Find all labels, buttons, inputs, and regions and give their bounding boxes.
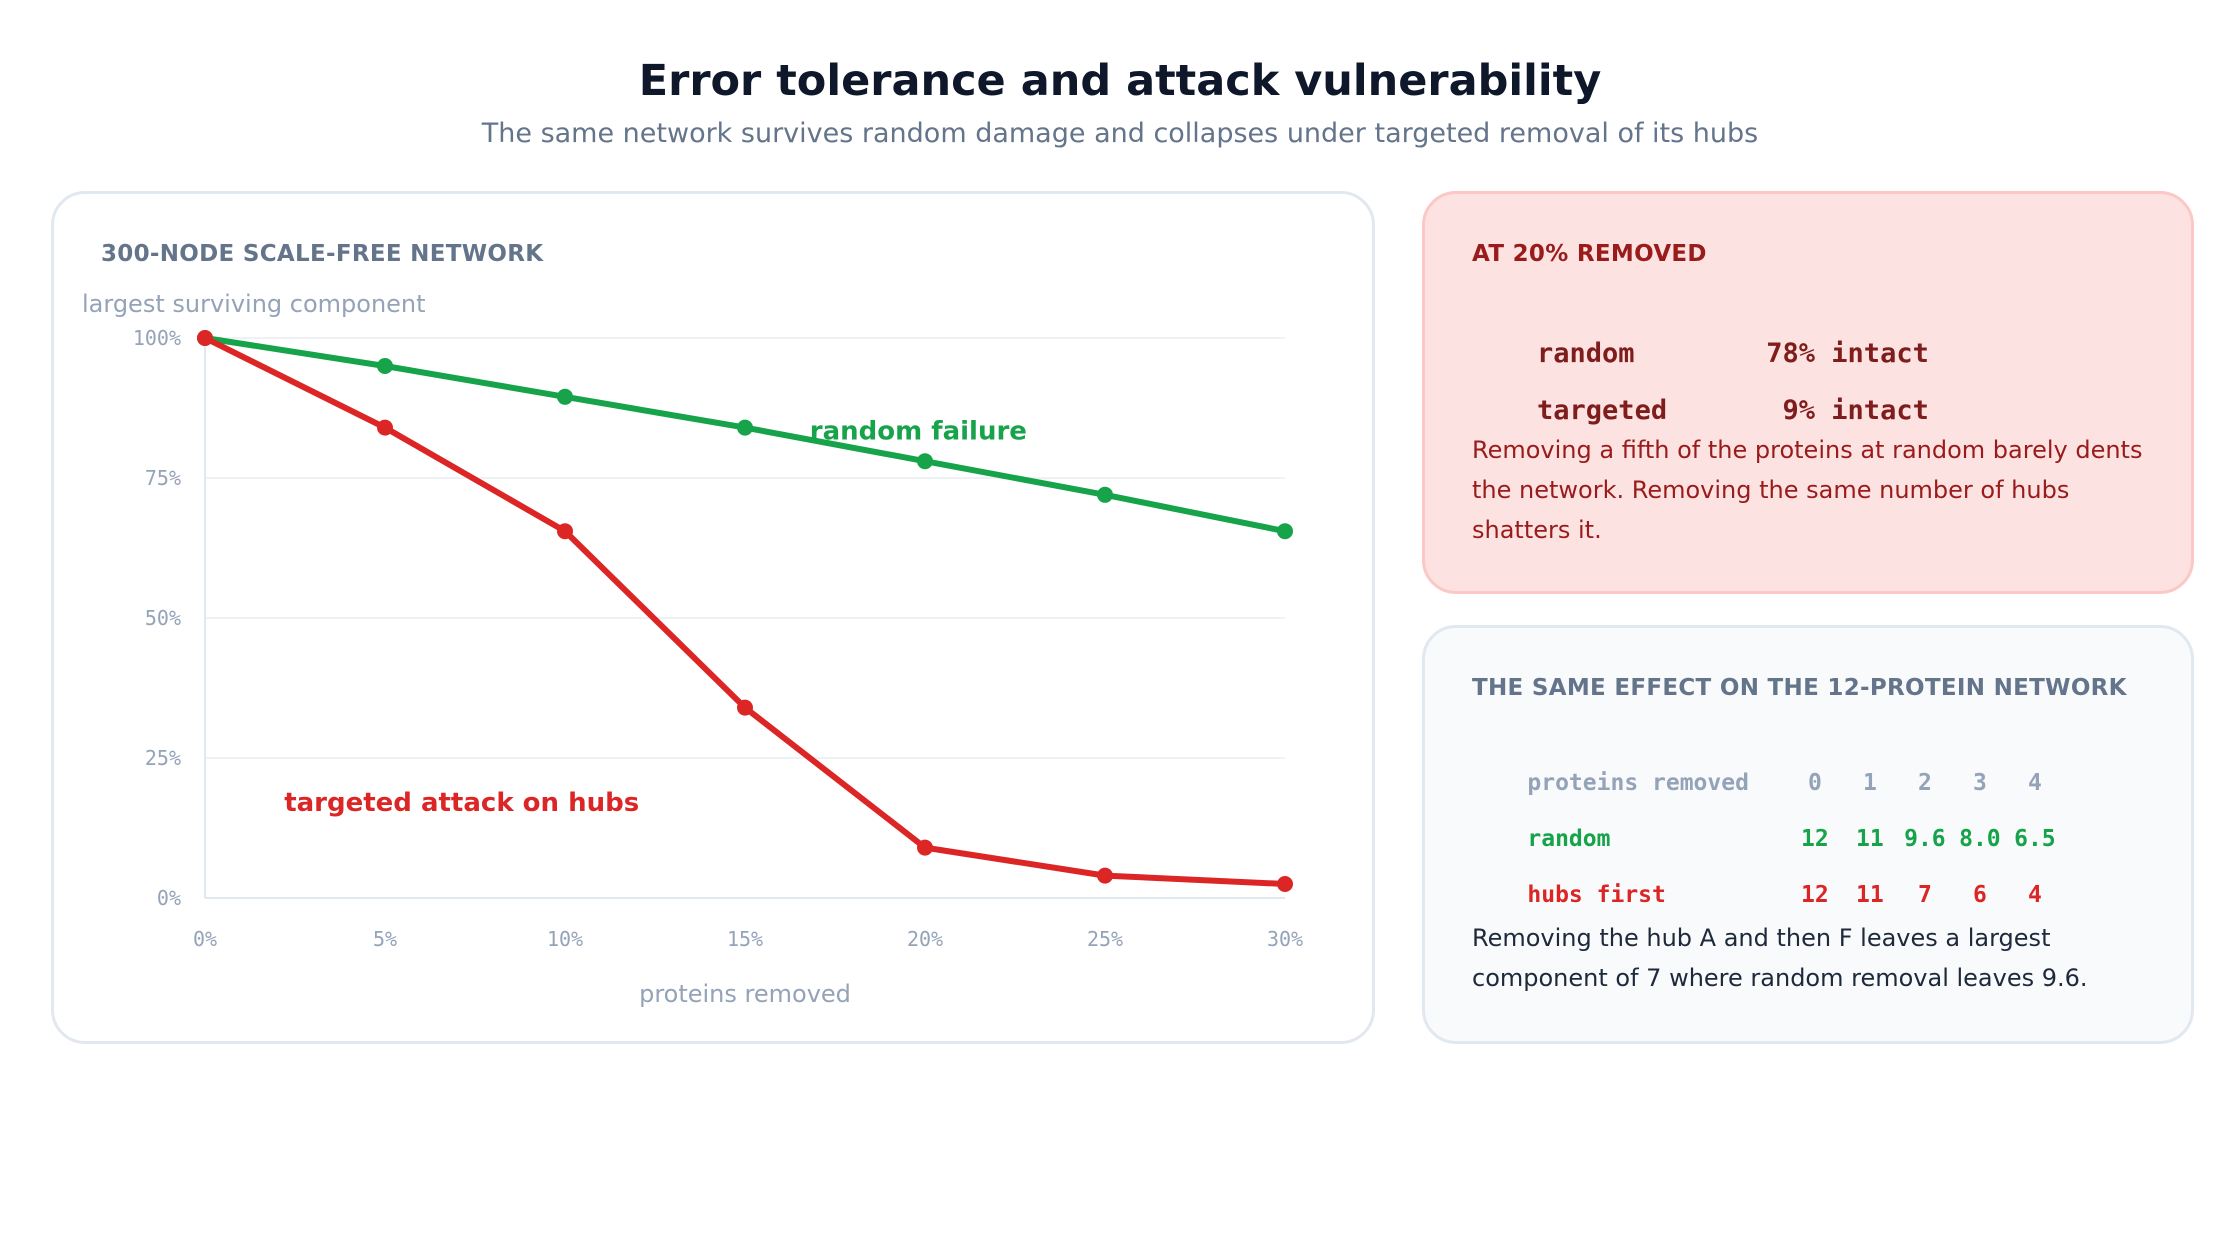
x-tick-label: 0%: [193, 927, 217, 951]
stat-name: targeted: [1537, 395, 1668, 426]
table-cell: 6.5: [2014, 826, 2056, 852]
stat-unit: intact: [1831, 395, 1929, 426]
random-failure-point: [557, 388, 573, 405]
x-tick-label: 30%: [1267, 927, 1303, 951]
table-header-cell: 2: [1917, 770, 1932, 796]
random-failure-point: [737, 419, 753, 436]
x-axis-title: proteins removed: [639, 980, 851, 1008]
small-network-text: Removing the hub A and then F leaves a l…: [1472, 924, 2088, 992]
y-tick-label: 50%: [145, 606, 181, 630]
stat-name: random: [1537, 338, 1635, 369]
table-cell: 11: [1856, 882, 1884, 908]
chart-panel: 0% 25% 50% 75% 100% 0% 5% 10% 15% 20% 25% 30% larges…: [51, 191, 1375, 1044]
table-header-cell: 0: [1807, 770, 1822, 796]
summary-panel: AT 20% REMOVED random 78% intact targeted…: [1422, 191, 2194, 594]
table-cell: 6: [1972, 882, 1987, 908]
stat-value: 9%: [1782, 395, 1816, 426]
x-tick-label: 5%: [373, 927, 397, 951]
table-row-hubs-first: hubs first 12 11 7 6 4: [1472, 856, 2062, 934]
y-tick-label: 100%: [133, 326, 181, 350]
table-cell: 12: [1801, 826, 1829, 852]
y-tick-label: 75%: [145, 466, 181, 490]
small-network-panel: THE SAME EFFECT ON THE 12-PROTEIN NETWOR…: [1422, 625, 2194, 1044]
targeted-attack-point: [1097, 867, 1113, 884]
stat-row-targeted: targeted 9% intact: [1472, 364, 1929, 457]
page-subtitle: The same network survives random damage …: [481, 118, 1759, 149]
page-title: Error tolerance and attack vulnerability: [638, 56, 1602, 106]
table-header-row: proteins removed 0 1 2 3 4: [1472, 744, 2062, 822]
stat-unit: intact: [1831, 338, 1929, 369]
targeted-attack-point: [737, 699, 753, 716]
table-header-cell: 1: [1862, 770, 1877, 796]
small-network-panel-label: THE SAME EFFECT ON THE 12-PROTEIN NETWOR…: [1472, 675, 2127, 701]
table-header-cell: 4: [2027, 770, 2042, 796]
y-tick-label: 25%: [145, 746, 181, 770]
targeted-attack-point: [1277, 876, 1293, 892]
table-cell: 4: [2027, 882, 2042, 908]
random-failure-point: [1097, 486, 1113, 503]
x-tick-label: 25%: [1087, 927, 1123, 951]
stat-value: 78%: [1766, 338, 1816, 369]
table-row-random: random 12 11 9.6 8.0 6.5: [1472, 800, 2062, 878]
summary-panel-label: AT 20% REMOVED: [1472, 241, 1707, 267]
stat-row-random: random 78% intact: [1472, 307, 1929, 400]
random-failure-point: [917, 453, 933, 470]
x-tick-label: 20%: [907, 927, 943, 951]
table-cell: 11: [1856, 826, 1884, 852]
table-row-label: random: [1527, 826, 1611, 852]
random-failure-point: [377, 358, 393, 374]
targeted-attack-point: [197, 330, 213, 346]
series-label-random: random failure: [810, 417, 1027, 447]
y-axis-title: largest surviving component: [82, 290, 426, 318]
table-row-label: hubs first: [1527, 882, 1666, 908]
random-failure-point: [1277, 523, 1293, 540]
chart-panel-label: 300-NODE SCALE-FREE NETWORK: [101, 241, 544, 267]
targeted-attack-point: [377, 419, 393, 436]
table-header-label: proteins removed: [1527, 770, 1749, 796]
x-tick-label: 15%: [727, 927, 763, 951]
summary-text: Removing a fifth of the proteins at rand…: [1472, 436, 2143, 544]
table-header-cell: 3: [1972, 770, 1987, 796]
line-chart: 0% 25% 50% 75% 100% 0% 5% 10% 15% 20% 25% 30% larges…: [82, 290, 1303, 1008]
targeted-attack-point: [557, 523, 573, 540]
y-tick-label: 0%: [157, 886, 181, 910]
series-label-targeted: targeted attack on hubs: [284, 788, 639, 818]
table-cell: 7: [1917, 882, 1932, 908]
targeted-attack-point: [917, 839, 933, 856]
table-cell: 12: [1801, 882, 1829, 908]
x-tick-label: 10%: [547, 927, 583, 951]
table-cell: 9.6: [1904, 826, 1946, 852]
table-cell: 8.0: [1959, 826, 2001, 852]
